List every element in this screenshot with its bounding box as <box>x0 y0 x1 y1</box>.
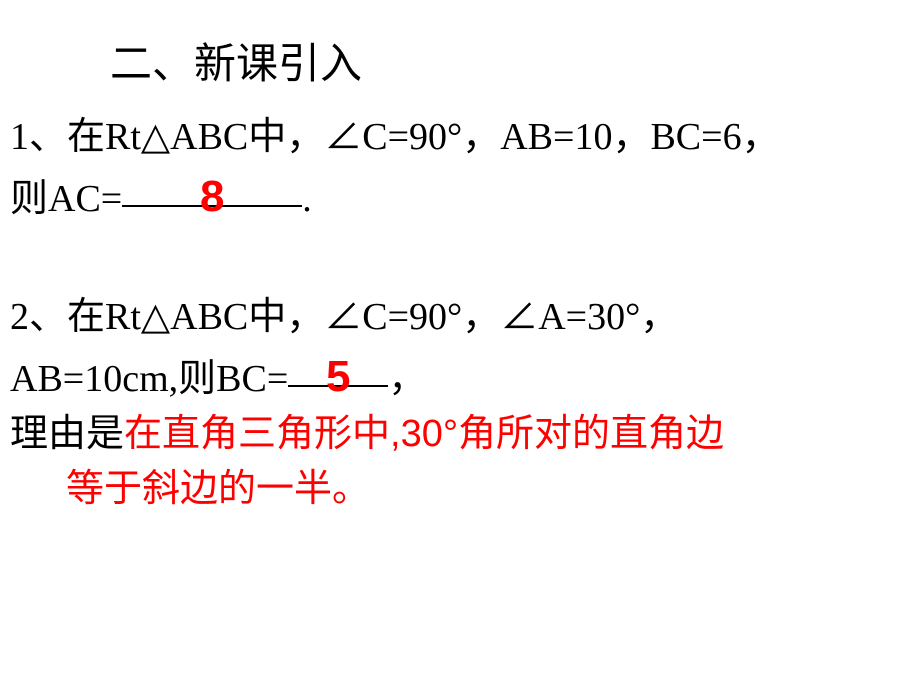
q2-reason-label: 理由是 <box>10 413 124 455</box>
q1-blank: 8 <box>122 165 302 207</box>
q1-prefix: 则AC= <box>10 178 122 220</box>
q2-answer: 5 <box>326 352 350 401</box>
q2-reason-part1: 在直角三角形中,30°角所对的直角边 <box>124 413 724 455</box>
q2-reason-part2: 等于斜边的一半。 <box>10 462 910 517</box>
q1-suffix: . <box>302 178 312 220</box>
q1-line1: 1、在Rt△ABC中，∠C=90°，AB=10，BC=6， <box>10 116 780 158</box>
q1-answer: 8 <box>200 172 224 221</box>
question-2: 2、在Rt△ABC中，∠C=90°，∠A=30°， AB=10cm,则BC=5，… <box>10 290 910 517</box>
section-title: 二、新课引入 <box>110 30 362 91</box>
q2-blank: 5 <box>288 345 388 387</box>
question-1: 1、在Rt△ABC中，∠C=90°，AB=10，BC=6， 则AC=8. <box>10 110 910 227</box>
q2-line1: 2、在Rt△ABC中，∠C=90°，∠A=30°， <box>10 296 678 338</box>
q2-suffix: ， <box>388 358 426 400</box>
q2-prefix: AB=10cm,则BC= <box>10 358 288 400</box>
